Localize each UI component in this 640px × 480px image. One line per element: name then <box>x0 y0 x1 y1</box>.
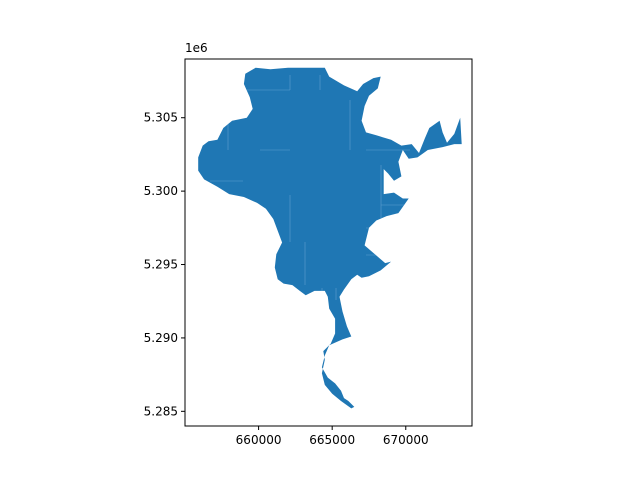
axes-frame <box>184 58 473 427</box>
x-tick-label: 665000 <box>309 433 355 447</box>
y-tick-label: 5.300 <box>144 184 178 198</box>
y-axis: 5.305 5.300 5.295 5.290 5.285 <box>144 111 185 418</box>
y-tick-label: 5.285 <box>144 404 178 418</box>
y-tick-label: 5.290 <box>144 331 178 345</box>
y-tick-label: 5.305 <box>144 111 178 125</box>
x-tick-label: 660000 <box>236 433 282 447</box>
region-polygon <box>198 67 462 409</box>
x-tick-label: 670000 <box>383 433 429 447</box>
y-tick-label: 5.295 <box>144 258 178 272</box>
x-axis: 660000 665000 670000 <box>236 426 429 447</box>
y-axis-offset-label: 1e6 <box>185 41 208 55</box>
